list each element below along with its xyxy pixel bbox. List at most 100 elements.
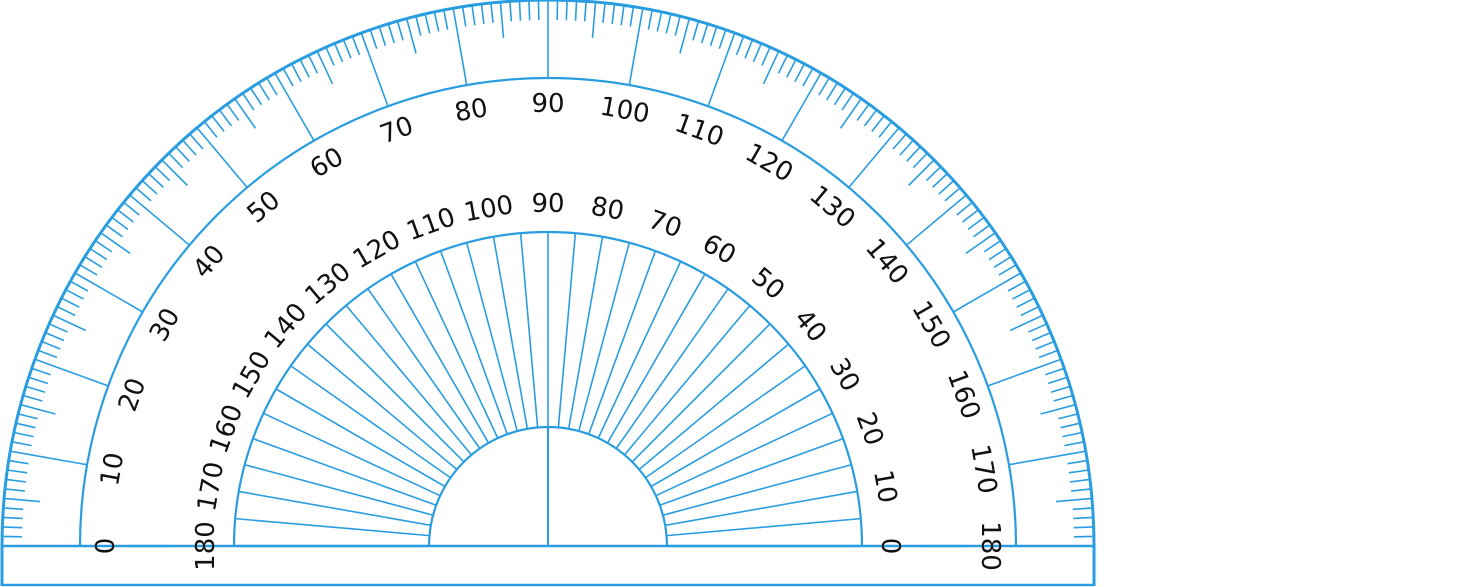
tick-23	[45, 331, 65, 342]
tick-8	[7, 469, 28, 474]
inner-ray-60	[390, 273, 490, 444]
inner-label-180: 180	[191, 521, 221, 571]
tick-136	[925, 166, 942, 182]
inner-ray-50	[345, 304, 473, 456]
tick-52	[211, 115, 225, 132]
inner-label-40: 40	[788, 304, 832, 349]
inner-ray-140	[638, 343, 790, 471]
tick-69	[351, 35, 361, 56]
inner-ray-10	[238, 490, 431, 527]
tick-144	[973, 224, 991, 238]
tick-104	[674, 16, 681, 36]
inner-ray-80	[492, 236, 529, 429]
tick-45	[161, 159, 188, 186]
inner-label-90: 90	[531, 189, 564, 219]
tick-12	[13, 431, 34, 438]
tick-103	[665, 13, 672, 34]
tick-129	[878, 121, 893, 138]
tick-165	[1040, 403, 1076, 415]
outer-label-70: 70	[376, 111, 417, 151]
tick-151	[1007, 280, 1026, 292]
tick-70	[360, 32, 389, 107]
tick-5	[4, 497, 41, 503]
tick-11	[11, 441, 32, 447]
tick-31	[79, 264, 98, 276]
tick-85	[499, 2, 505, 39]
inner-ray-45	[325, 323, 465, 463]
tick-3	[2, 516, 23, 520]
outer-label-right-end: 180	[975, 521, 1005, 571]
tick-164	[1053, 394, 1074, 402]
outer-label-90: 90	[531, 89, 564, 119]
tick-99	[629, 6, 635, 27]
inner-ray-120	[606, 273, 706, 444]
tick-68	[342, 39, 352, 59]
tick-59	[266, 77, 278, 96]
tick-38	[117, 209, 134, 223]
tick-9	[8, 459, 29, 465]
inner-ray-110	[587, 250, 657, 435]
tick-35	[100, 232, 131, 255]
tick-153	[1016, 297, 1035, 308]
tick-145	[965, 232, 996, 255]
inner-ray-70	[439, 250, 509, 435]
outer-label-50: 50	[242, 185, 287, 229]
tick-163	[1050, 385, 1071, 393]
inner-ray-5	[235, 517, 430, 537]
tick-140	[905, 194, 967, 246]
tick-4	[3, 507, 24, 511]
tick-24	[48, 323, 68, 333]
tick-81	[461, 6, 467, 27]
tick-15	[20, 403, 56, 415]
tick-117	[786, 59, 797, 78]
tick-102	[656, 11, 663, 32]
inner-label-10: 10	[867, 468, 902, 506]
tick-29	[70, 280, 89, 292]
tick-28	[65, 288, 84, 300]
tick-22	[41, 340, 61, 350]
outer-label-20: 20	[113, 374, 153, 415]
tick-130	[848, 127, 900, 189]
tick-92	[565, 0, 568, 21]
tick-50	[196, 127, 248, 189]
tick-126	[856, 103, 870, 121]
tick-152	[1012, 288, 1031, 300]
inner-ray-160	[659, 437, 844, 507]
tick-178	[1073, 526, 1094, 529]
tick-158	[1035, 340, 1055, 350]
tick-148	[993, 255, 1012, 268]
tick-105	[679, 18, 691, 54]
inner-ray-25	[263, 412, 441, 497]
tick-138	[938, 180, 955, 195]
outer-label-170: 170	[964, 442, 1002, 496]
tick-143	[967, 216, 985, 231]
tick-97	[611, 3, 616, 25]
tick-58	[257, 82, 270, 101]
tick-96	[602, 2, 606, 23]
tick-114	[761, 46, 771, 66]
tick-128	[871, 115, 885, 132]
inner-ray-65	[414, 261, 499, 439]
tick-82	[471, 5, 476, 26]
tick-56	[242, 92, 255, 111]
tick-75	[405, 18, 417, 54]
tick-26	[56, 305, 76, 317]
inner-label-70: 70	[644, 205, 685, 245]
tick-147	[988, 247, 1007, 261]
tick-101	[647, 9, 653, 30]
tick-125	[839, 98, 862, 129]
tick-142	[962, 209, 979, 223]
inner-label-80: 80	[588, 192, 626, 227]
tick-161	[1045, 367, 1065, 376]
tick-65	[316, 50, 334, 85]
tick-135	[908, 159, 935, 186]
inner-ray-100	[567, 236, 604, 429]
outer-label-10: 10	[95, 450, 130, 488]
tick-109	[718, 29, 727, 49]
inner-ray-40	[306, 343, 458, 471]
tick-137	[932, 173, 948, 188]
inner-ray-115	[597, 261, 682, 439]
tick-73	[387, 23, 395, 44]
tick-146	[983, 240, 1002, 253]
tick-116	[777, 54, 789, 74]
